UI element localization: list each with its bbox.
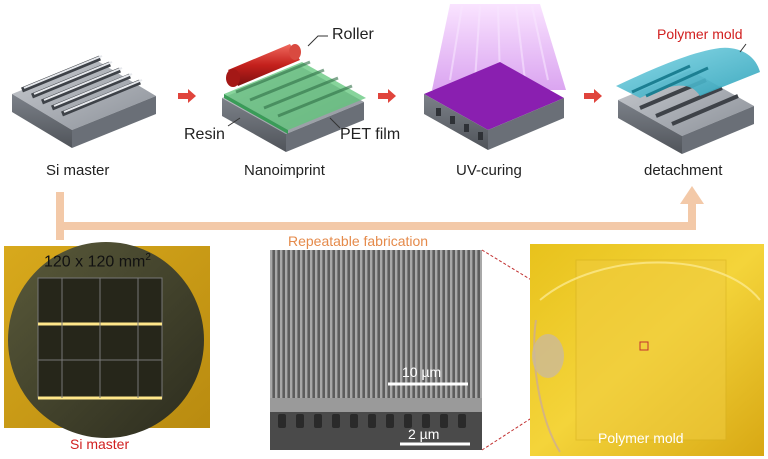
polymer-mold-photo-caption: Polymer mold (598, 430, 684, 446)
repeatable-fabrication-label: Repeatable fabrication (288, 233, 429, 249)
step-caption-detachment: detachment (644, 162, 723, 179)
process-arrow-1 (178, 89, 196, 103)
sem-scale-top-label: 10 µm (402, 364, 442, 380)
polymer-mold-photo (530, 244, 764, 456)
step-caption-nanoimprint: Nanoimprint (244, 162, 325, 179)
resin-leader (227, 117, 241, 127)
nanoimprint-block (222, 44, 366, 152)
roller-icon (226, 44, 301, 87)
wafer-size-sup: 2 (145, 252, 151, 263)
roller-leader (307, 35, 328, 47)
wafer-size-label: 120 x 120 mm2 (44, 252, 151, 271)
detachment-block (616, 47, 760, 154)
polymer-mold-leader (739, 43, 747, 53)
resin-label: Resin (184, 126, 225, 143)
si-master-block (12, 55, 156, 148)
repeat-loop-arrow (56, 186, 704, 240)
step-caption-uv-curing: UV-curing (456, 162, 522, 179)
process-arrow-3 (584, 89, 602, 103)
si-master-photo (4, 242, 210, 438)
uv-curing-block (424, 4, 566, 150)
process-arrow-2 (378, 89, 396, 103)
pet-film-label: PET film (340, 126, 401, 143)
sem-scale-bottom-label: 2 µm (408, 426, 440, 442)
step-caption-si-master: Si master (46, 162, 110, 179)
si-master-photo-caption: Si master (70, 436, 130, 452)
pet-film-leader (329, 117, 341, 129)
roller-label: Roller (332, 26, 374, 43)
sem-image (270, 250, 482, 450)
wafer-size-value: 120 x 120 mm (44, 253, 146, 271)
polymer-mold-title: Polymer mold (657, 26, 743, 42)
